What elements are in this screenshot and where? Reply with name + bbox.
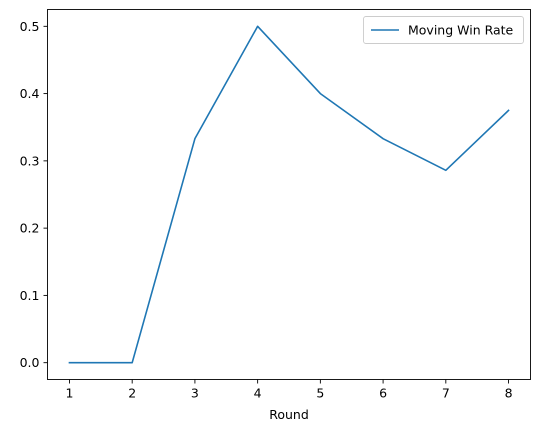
plot-frame (47, 9, 531, 380)
x-tick-label: 6 (379, 386, 387, 401)
series-line-moving-win-rate (68, 25, 510, 364)
x-tick-label: 1 (65, 386, 73, 401)
y-tick-label: 0.5 (20, 19, 40, 34)
legend-box (363, 16, 524, 44)
x-tick-label: 2 (128, 386, 136, 401)
x-tick-label: 3 (191, 386, 199, 401)
legend-label-moving-win-rate: Moving Win Rate (408, 23, 514, 38)
y-tick-label: 0.2 (20, 221, 40, 236)
x-tick-label: 8 (505, 386, 513, 401)
x-tick-label: 4 (254, 386, 262, 401)
series-layer (68, 25, 510, 364)
x-axis-ticks: 1 2 3 4 5 6 7 8 (65, 379, 513, 401)
y-tick-label: 0.0 (20, 355, 40, 370)
y-tick-label: 0.4 (20, 86, 40, 101)
x-tick-label: 7 (442, 386, 450, 401)
x-axis-label: Round (269, 407, 309, 422)
y-axis-ticks: 0.0 0.1 0.2 0.3 0.4 0.5 (20, 19, 48, 370)
legend: Moving Win Rate (363, 16, 524, 44)
y-tick-label: 0.1 (20, 288, 40, 303)
x-tick-label: 5 (316, 386, 324, 401)
y-tick-label: 0.3 (20, 153, 40, 168)
